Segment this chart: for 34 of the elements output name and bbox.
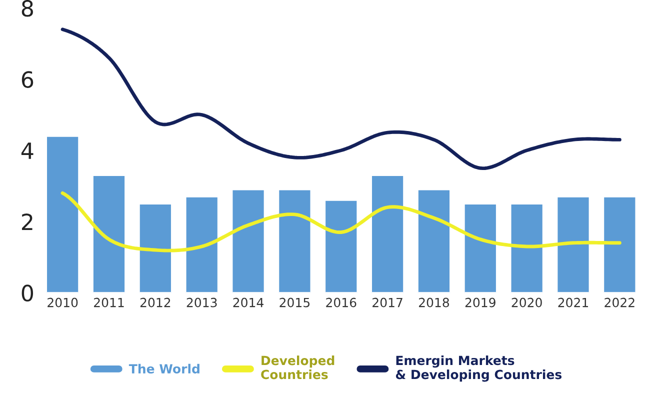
bar — [370, 174, 404, 293]
y-tick-label: 4 — [21, 142, 34, 159]
y-tick-label: 0 — [22, 284, 34, 302]
x-tick-label: 2019 — [465, 298, 496, 308]
legend-label: The World — [128, 364, 200, 374]
x-tick-label: 2022 — [604, 298, 634, 308]
legend-label: Emergin Markets & Developing Countries — [396, 355, 562, 382]
y-tick-label: 8 — [22, 0, 33, 17]
bar — [510, 203, 544, 293]
x-tick-label: 2018 — [418, 298, 450, 308]
bar — [324, 200, 358, 293]
bar — [231, 188, 266, 293]
x-tick-label: 2015 — [280, 298, 310, 308]
x-tick-label: 2017 — [372, 298, 402, 308]
legend-label: Developed Countries — [261, 356, 334, 380]
bar — [184, 196, 219, 293]
bar — [138, 203, 172, 293]
bar — [417, 188, 451, 293]
bar — [278, 188, 312, 293]
x-tick-label: 2011 — [94, 298, 124, 308]
x-tick-label: 2020 — [512, 298, 542, 308]
x-tick-label: 2013 — [186, 298, 217, 308]
bar — [556, 196, 590, 293]
y-tick-label: 2 — [22, 214, 32, 230]
x-tick-label: 2014 — [233, 298, 264, 308]
bar — [602, 196, 637, 293]
x-tick-label: 2010 — [48, 298, 78, 308]
x-tick-label: 2021 — [558, 298, 588, 308]
x-tick-label: 2012 — [140, 298, 170, 308]
bar — [46, 135, 80, 293]
x-tick-label: 2016 — [326, 298, 356, 308]
bar — [463, 203, 498, 293]
y-tick-label: 6 — [22, 71, 34, 88]
bar — [92, 174, 126, 293]
